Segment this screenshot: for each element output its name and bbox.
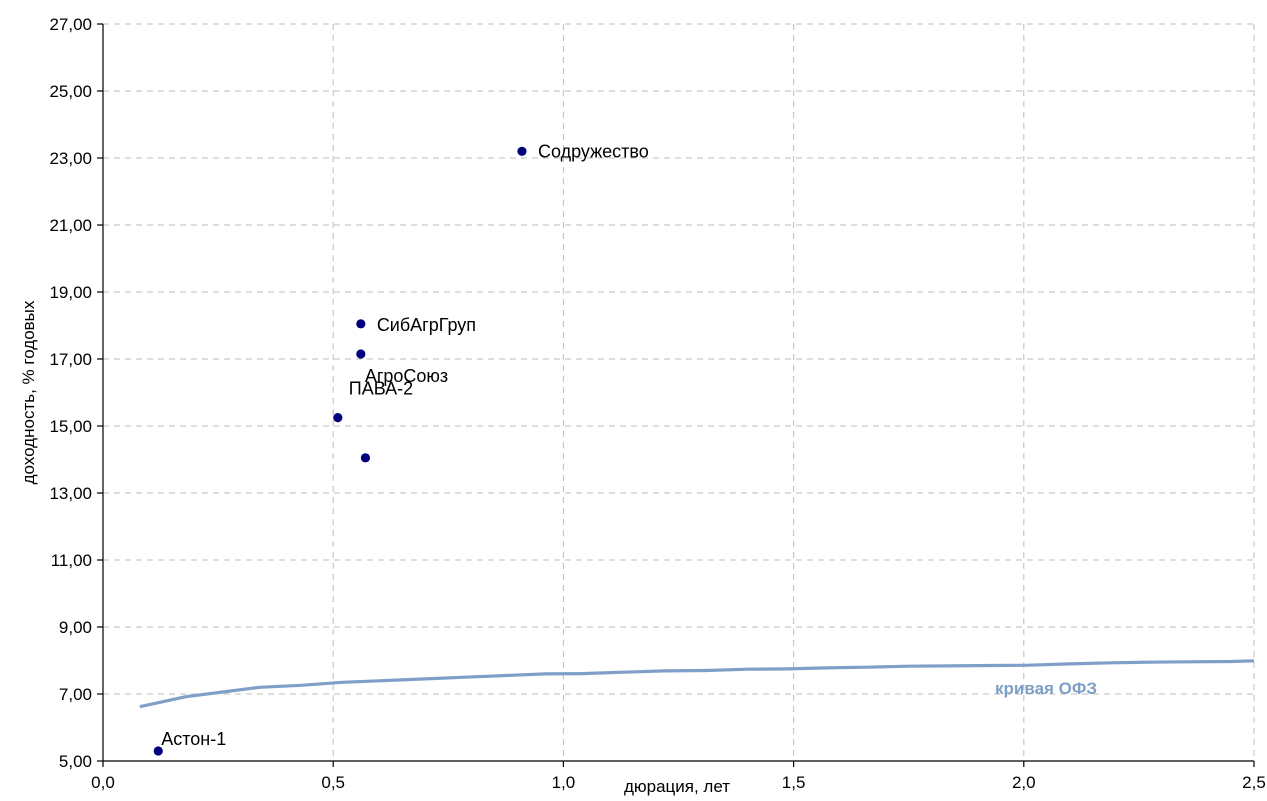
data-point-label: Содружество bbox=[538, 141, 649, 161]
y-tick-label: 5,00 bbox=[59, 752, 92, 771]
axes bbox=[102, 24, 1254, 762]
ofz-curve-label: кривая ОФЗ bbox=[995, 679, 1097, 698]
data-point-label: АгроСоюз bbox=[365, 366, 448, 386]
data-point bbox=[356, 319, 366, 329]
x-tick-label: 2,5 bbox=[1242, 773, 1266, 792]
x-tick-label: 2,0 bbox=[1012, 773, 1036, 792]
ofz-curve-line bbox=[139, 659, 1255, 709]
x-axis-title: дюрация, лет bbox=[624, 777, 730, 796]
y-tick-label: 15,00 bbox=[49, 417, 92, 436]
x-tick-label: 1,0 bbox=[552, 773, 576, 792]
y-tick-label: 21,00 bbox=[49, 216, 92, 235]
x-tick-label: 0,5 bbox=[321, 773, 345, 792]
y-axis-title: доходность, % годовых bbox=[19, 300, 38, 484]
y-tick-label: 27,00 bbox=[49, 15, 92, 34]
y-tick-label: 17,00 bbox=[49, 350, 92, 369]
y-tick-label: 9,00 bbox=[59, 618, 92, 637]
data-point-label: Астон-1 bbox=[161, 729, 226, 749]
grid-lines bbox=[103, 23, 1255, 761]
tick-labels: 5,00 7,00 9,00 11,00 13,00 15,00 17,00 19,00 21,… bbox=[49, 15, 1265, 792]
data-point bbox=[517, 146, 527, 156]
y-tick-label: 7,00 bbox=[59, 685, 92, 704]
ofz-curve-layer: кривая ОФЗ bbox=[139, 659, 1255, 709]
y-tick-label: 23,00 bbox=[49, 149, 92, 168]
y-tick-label: 25,00 bbox=[49, 82, 92, 101]
y-tick-label: 19,00 bbox=[49, 283, 92, 302]
data-point-label: СибАгрГруп bbox=[377, 315, 476, 335]
data-point bbox=[333, 413, 343, 423]
data-point bbox=[356, 349, 366, 359]
data-point bbox=[153, 746, 163, 756]
y-tick-label: 13,00 bbox=[49, 484, 92, 503]
data-point bbox=[360, 453, 371, 463]
y-tick-label: 11,00 bbox=[51, 551, 92, 570]
x-tick-label: 1,5 bbox=[782, 773, 806, 792]
data-point-label: ПАВА-2 bbox=[349, 379, 413, 399]
x-tick-label: 0,0 bbox=[91, 773, 115, 792]
